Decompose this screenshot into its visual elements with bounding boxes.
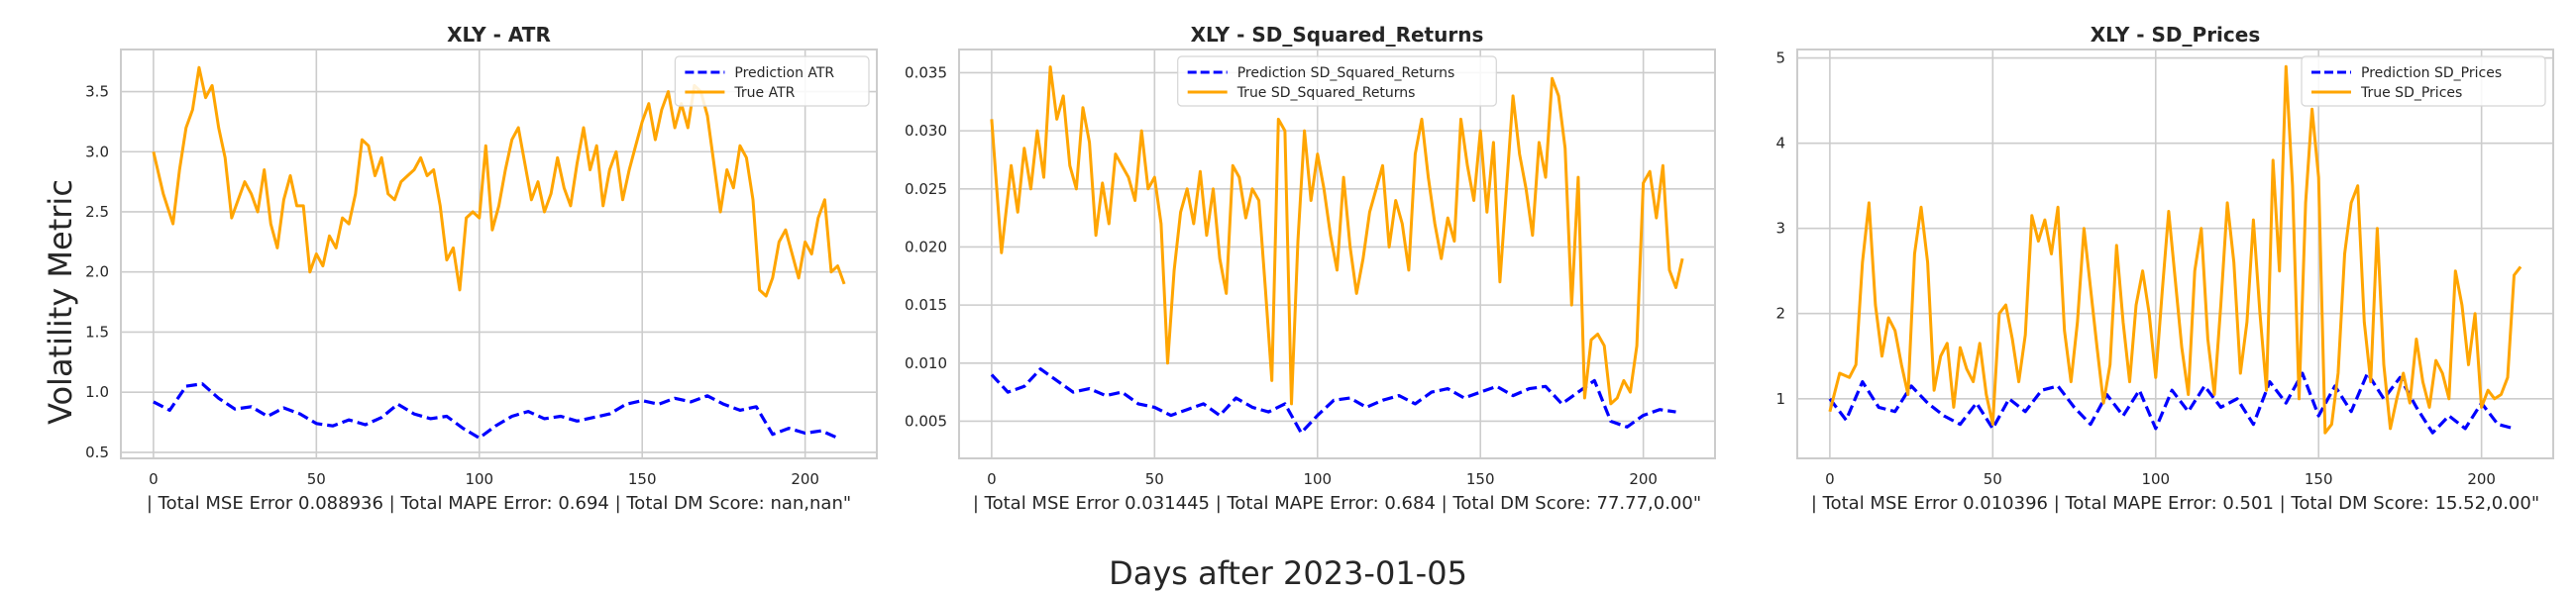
chart-title: XLY - SD_Prices (2091, 23, 2260, 47)
chart-metrics-label: | Total MSE Error 0.031445 | Total MAPE … (973, 493, 1701, 514)
legend-label: True SD_Squared_Returns (1236, 85, 1416, 101)
x-tick-label: 50 (1984, 470, 2002, 488)
y-tick-label: 0.035 (905, 63, 947, 81)
y-tick-label: 0.020 (905, 238, 947, 255)
figure-x-axis-label: Days after 2023-01-05 (1109, 554, 1467, 592)
x-tick-label: 0 (1825, 470, 1835, 488)
y-tick-label: 3 (1775, 220, 1785, 238)
legend-label: Prediction SD_Prices (2361, 65, 2502, 81)
chart-title: XLY - ATR (447, 23, 551, 47)
legend-box (1177, 55, 1497, 107)
y-tick-label: 0.015 (905, 296, 947, 314)
true-series-line (990, 65, 1684, 406)
true-series-line (152, 65, 846, 298)
y-tick-label: 2.0 (85, 263, 109, 281)
figure-y-axis-label: Volatility Metric (42, 179, 79, 425)
x-tick-label: 200 (2467, 470, 2496, 488)
y-tick-label: 0.005 (905, 412, 947, 430)
chart-metrics-label: | Total MSE Error 0.010396 | Total MAPE … (1811, 493, 2539, 514)
chart-metrics-label: | Total MSE Error 0.088936 | Total MAPE … (147, 493, 851, 514)
x-tick-label: 50 (307, 470, 326, 488)
plot-area (121, 50, 877, 458)
legend-label: Prediction SD_Squared_Returns (1237, 65, 1455, 81)
chart-panel: 0 50 100 150 200 1 2 3 4 5 XLY - SD_Prices | Total … (1775, 23, 2554, 514)
x-tick-label: 0 (987, 470, 997, 488)
y-tick-label: 3.0 (85, 143, 109, 160)
x-tick-label: 200 (791, 470, 819, 488)
legend: Prediction SD_Squared_Returns True SD_Squ… (1177, 55, 1497, 107)
plot-area (1797, 50, 2553, 458)
x-tick-label: 200 (1629, 470, 1658, 488)
y-tick-label: 0.025 (905, 180, 947, 198)
x-tick-label: 150 (1466, 470, 1495, 488)
x-tick-label: 100 (2141, 470, 2170, 488)
y-tick-label: 5 (1775, 50, 1785, 67)
y-tick-label: 3.5 (85, 83, 109, 101)
chart-panel: 0 50 100 150 200 0.5 1.0 1.5 2.0 2.5 3.0 3.5 XLY - A… (85, 23, 878, 514)
prediction-series-line (1828, 371, 2515, 435)
chart-title: XLY - SD_Squared_Returns (1191, 23, 1484, 47)
x-tick-label: 100 (1303, 470, 1332, 488)
chart-panel: 0 50 100 150 200 0.005 0.010 0.015 0.020 0.025 0.0… (905, 23, 1716, 514)
axes-frame (958, 49, 1716, 459)
legend: Prediction SD_Prices True SD_Prices (2301, 55, 2546, 107)
legend-label: True ATR (733, 85, 795, 101)
y-tick-label: 4 (1775, 135, 1785, 152)
legend-label: Prediction ATR (734, 65, 834, 81)
y-tick-label: 1.5 (85, 323, 109, 341)
y-tick-label: 2 (1775, 305, 1785, 323)
x-tick-label: 150 (2305, 470, 2333, 488)
axes-frame (1796, 49, 2554, 459)
true-series-line (1828, 64, 2522, 435)
y-tick-label: 0.5 (85, 444, 109, 461)
x-tick-label: 100 (465, 470, 493, 488)
y-tick-label: 1.0 (85, 383, 109, 401)
legend: Prediction ATR True ATR (674, 55, 870, 107)
x-tick-label: 0 (149, 470, 159, 488)
legend-label: True SD_Prices (2360, 85, 2462, 101)
legend-box (2301, 55, 2546, 107)
y-tick-label: 0.030 (905, 122, 947, 140)
x-tick-label: 50 (1145, 470, 1164, 488)
y-tick-label: 1 (1775, 390, 1785, 408)
axes-frame (120, 49, 878, 459)
x-tick-label: 150 (628, 470, 657, 488)
prediction-series-line (990, 367, 1676, 435)
y-tick-label: 2.5 (85, 203, 109, 221)
y-tick-label: 0.010 (905, 354, 947, 372)
prediction-series-line (153, 382, 839, 440)
